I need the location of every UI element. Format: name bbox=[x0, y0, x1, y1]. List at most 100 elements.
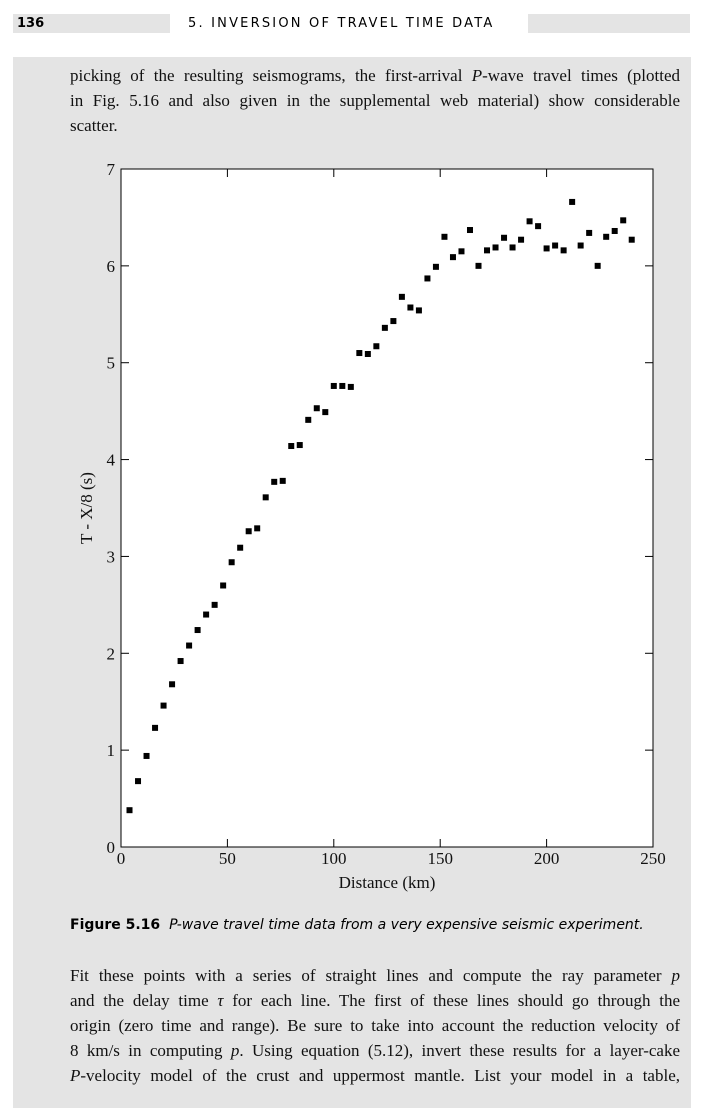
point bbox=[424, 275, 431, 282]
text: P bbox=[70, 1066, 81, 1085]
y-axis-label: T - X/8 (s) bbox=[77, 472, 96, 544]
x-tick-label: 0 bbox=[117, 849, 126, 868]
point bbox=[160, 702, 167, 709]
point bbox=[305, 416, 312, 423]
y-tick-label: 5 bbox=[107, 354, 116, 373]
x-tick-label: 100 bbox=[321, 849, 347, 868]
point bbox=[577, 242, 584, 249]
point bbox=[620, 217, 627, 224]
point bbox=[569, 198, 576, 205]
y-tick-label: 2 bbox=[107, 644, 116, 663]
point bbox=[466, 227, 473, 234]
point bbox=[347, 383, 354, 390]
point bbox=[441, 233, 448, 240]
text: τ bbox=[217, 991, 224, 1010]
point bbox=[407, 304, 414, 311]
y-tick-label: 3 bbox=[107, 547, 116, 566]
caption: Figure 5.16 P-wave travel time data from… bbox=[70, 917, 644, 933]
point bbox=[586, 229, 593, 236]
text: scatter. bbox=[70, 116, 118, 135]
point bbox=[390, 318, 397, 325]
point bbox=[518, 236, 525, 243]
point bbox=[177, 658, 184, 665]
point bbox=[449, 254, 456, 261]
point bbox=[296, 442, 303, 449]
point bbox=[381, 324, 388, 331]
text-line: and the delay time τ for each line. The … bbox=[70, 991, 680, 1011]
point bbox=[475, 262, 482, 269]
point bbox=[279, 477, 286, 484]
header-box bbox=[13, 14, 170, 33]
text: -velocity model of the crust and uppermo… bbox=[80, 1066, 680, 1085]
header-box bbox=[528, 14, 690, 33]
plot-area bbox=[120, 168, 654, 848]
text: in Fig. 5.16 and also given in the suppl… bbox=[70, 91, 680, 110]
point bbox=[364, 350, 371, 357]
y-tick-label: 7 bbox=[107, 160, 116, 179]
text: P bbox=[471, 66, 483, 85]
point bbox=[211, 601, 218, 608]
text-line: 8 km/s in computing p. Using equation (5… bbox=[70, 1041, 680, 1061]
x-axis-label: Distance (km) bbox=[339, 873, 436, 892]
point bbox=[484, 247, 491, 254]
y-tick-label: 6 bbox=[107, 257, 116, 276]
text-line: P-velocity model of the crust and upperm… bbox=[70, 1066, 680, 1086]
point bbox=[220, 582, 227, 589]
point bbox=[135, 778, 142, 785]
page-number: 136 bbox=[17, 16, 45, 31]
point bbox=[603, 233, 610, 240]
text: for each line. The first of these lines … bbox=[223, 991, 680, 1010]
point bbox=[288, 443, 295, 450]
point bbox=[535, 223, 542, 230]
x-tick-label: 150 bbox=[427, 849, 453, 868]
point bbox=[322, 409, 329, 416]
text: -wave travel times (plotted bbox=[482, 66, 680, 85]
point bbox=[339, 382, 346, 389]
running-title: 5. INVERSION OF TRAVEL TIME DATA bbox=[188, 16, 495, 31]
point bbox=[543, 245, 550, 252]
point bbox=[552, 242, 559, 249]
text-line: Fit these points with a series of straig… bbox=[70, 966, 680, 986]
point bbox=[245, 528, 252, 535]
point bbox=[492, 244, 499, 251]
text: p bbox=[671, 966, 681, 985]
point bbox=[237, 544, 244, 551]
point bbox=[594, 262, 601, 269]
point bbox=[526, 218, 533, 225]
text-line: in Fig. 5.16 and also given in the suppl… bbox=[70, 91, 680, 111]
caption-text: P-wave travel time data from a very expe… bbox=[169, 917, 644, 933]
point bbox=[330, 382, 337, 389]
y-tick-label: 4 bbox=[107, 451, 116, 470]
text: picking of the resulting seismograms, th… bbox=[70, 66, 472, 85]
point bbox=[415, 307, 422, 314]
text: 8 km/s in computing bbox=[70, 1041, 231, 1060]
text-line: picking of the resulting seismograms, th… bbox=[70, 66, 680, 86]
text: and the delay time bbox=[70, 991, 218, 1010]
y-tick-label: 0 bbox=[107, 838, 116, 857]
point bbox=[501, 234, 508, 241]
point bbox=[194, 627, 201, 634]
point bbox=[432, 263, 439, 270]
point bbox=[152, 724, 159, 731]
point bbox=[313, 405, 320, 412]
point bbox=[228, 559, 235, 566]
text-line: origin (zero time and range). Be sure to… bbox=[70, 1016, 680, 1036]
x-tick-label: 50 bbox=[219, 849, 236, 868]
point bbox=[169, 681, 176, 688]
text: p bbox=[230, 1041, 240, 1060]
point bbox=[262, 494, 269, 501]
text: origin (zero time and range). Be sure to… bbox=[70, 1016, 680, 1035]
point bbox=[560, 247, 567, 254]
point bbox=[509, 244, 516, 251]
point bbox=[143, 752, 150, 759]
x-tick-label: 200 bbox=[534, 849, 560, 868]
point bbox=[126, 807, 133, 814]
text-line: scatter. bbox=[70, 116, 680, 136]
point bbox=[373, 343, 380, 350]
point bbox=[186, 642, 193, 649]
point bbox=[203, 611, 210, 618]
point bbox=[398, 293, 405, 300]
point bbox=[611, 227, 618, 234]
